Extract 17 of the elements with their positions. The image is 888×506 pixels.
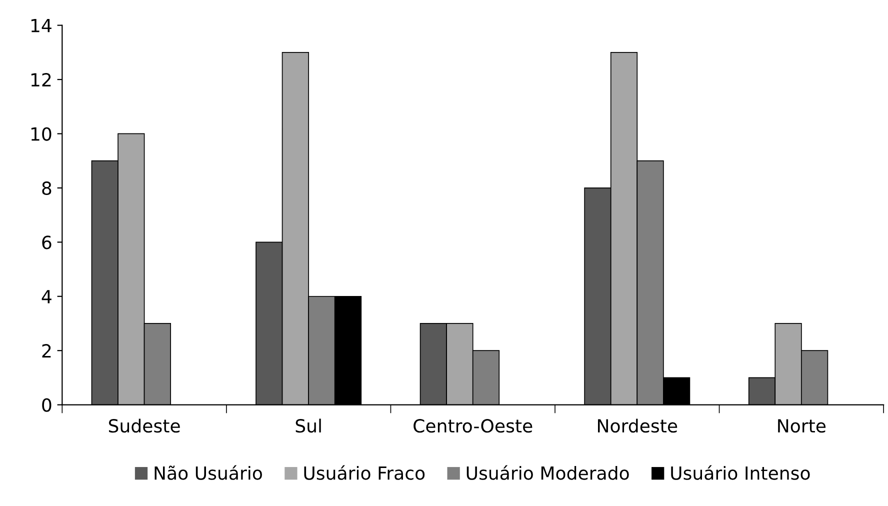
legend-label: Usuário Moderado — [466, 465, 629, 480]
y-tick-label: 10 — [31, 127, 52, 141]
y-tick-label: 12 — [31, 72, 51, 86]
x-tick-label: Sul — [296, 418, 321, 433]
legend-label: Não Usuário — [154, 465, 262, 480]
x-tick-label: Sudeste — [108, 418, 180, 433]
y-tick-label: 0 — [42, 398, 52, 412]
legend-label: Usuário Intenso — [671, 465, 810, 480]
legend-label: Usuário Fraco — [304, 465, 425, 480]
y-tick-label: 14 — [31, 18, 52, 32]
y-tick-label: 4 — [42, 290, 52, 304]
y-tick-label: 8 — [42, 181, 52, 196]
x-tick-label: Norte — [778, 419, 826, 433]
y-tick-label: 6 — [42, 236, 52, 250]
x-tick-label: Centro-Oeste — [414, 419, 532, 433]
x-tick-label: Nordeste — [598, 418, 678, 433]
y-tick-label: 2 — [42, 344, 51, 358]
